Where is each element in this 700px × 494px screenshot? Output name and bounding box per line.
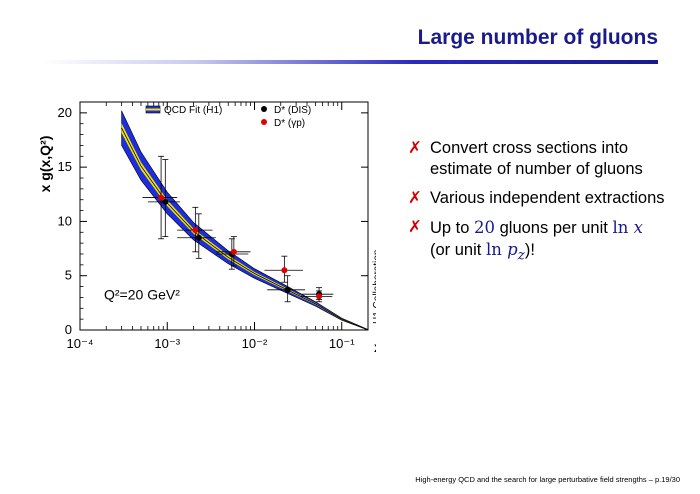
math-variable: p <box>507 240 518 259</box>
y-tick-label: 10 <box>58 213 72 228</box>
bullet-text-part: Up to <box>430 219 475 237</box>
bullet-item: ✗ Up to 20 gluons per unit ln x (or unit… <box>408 217 678 266</box>
data-point-gp <box>158 194 165 201</box>
red-x-icon: ✗ <box>408 189 422 207</box>
math-expression: ln pz <box>485 240 525 263</box>
red-x-icon: ✗ <box>408 218 422 236</box>
math-variable: x <box>633 218 643 237</box>
y-tick-label: 15 <box>58 159 72 174</box>
x-tick-label: 10⁻³ <box>154 336 180 351</box>
legend-label: D* (γp) <box>274 118 305 129</box>
data-point-gp <box>192 227 199 234</box>
y-axis-label: x g(x,Q²) <box>37 136 53 193</box>
data-point-gp <box>281 267 288 274</box>
y-tick-label: 5 <box>65 268 72 283</box>
bullet-item: ✗ Various independent extractions <box>408 188 678 209</box>
data-point-dis <box>162 198 169 205</box>
bullet-text-part: (or unit <box>430 241 486 259</box>
x-axis-label: x <box>374 339 376 355</box>
legend-marker-dis <box>261 106 267 112</box>
math-function: ln <box>485 240 502 259</box>
y-tick-label: 20 <box>58 105 72 120</box>
x-tick-label: 10⁻² <box>242 336 268 351</box>
legend-label: D* (DIS) <box>274 105 311 116</box>
math-function: ln <box>612 218 629 237</box>
bullet-text-part: )! <box>524 241 535 259</box>
red-x-icon: ✗ <box>408 139 422 157</box>
bullet-text: Up to 20 gluons per unit ln x (or unit l… <box>430 218 643 263</box>
y-tick-label: 0 <box>65 322 72 337</box>
bullet-item: ✗ Convert cross sections into estimate o… <box>408 138 678 180</box>
bullet-text: Various independent extractions <box>430 189 665 207</box>
q2-annotation: Q²=20 GeV² <box>104 287 180 303</box>
math-subscript: z <box>517 247 525 264</box>
math-number: 20 <box>474 218 496 237</box>
math-expression: ln x <box>612 218 642 237</box>
data-point-gp <box>316 293 323 300</box>
data-point-dis <box>284 286 291 293</box>
bullet-text-part: gluons per unit <box>495 219 613 237</box>
data-point-dis <box>195 234 202 241</box>
x-tick-label: 10⁻¹ <box>329 336 355 351</box>
title-underline <box>42 60 658 64</box>
side-label: H1 Collaboration <box>372 250 376 325</box>
slide-footer: High-energy QCD and the search for large… <box>415 475 680 484</box>
qcd-fit-central-line <box>121 127 369 331</box>
bullet-list: ✗ Convert cross sections into estimate o… <box>408 138 678 274</box>
bullet-text: Convert cross sections into estimate of … <box>430 139 643 178</box>
slide-title: Large number of gluons <box>417 26 658 49</box>
gluon-density-chart: 0 5 10 15 20 10⁻⁴ 10⁻³ 10⁻² 10⁻¹ x x g(x,Q²) H1 Col… <box>37 101 376 355</box>
legend-marker-gp <box>261 119 267 125</box>
legend-label: QCD Fit (H1) <box>164 105 222 116</box>
x-tick-label: 10⁻⁴ <box>67 336 94 351</box>
data-point-gp <box>230 248 237 255</box>
plot-frame <box>79 101 369 331</box>
